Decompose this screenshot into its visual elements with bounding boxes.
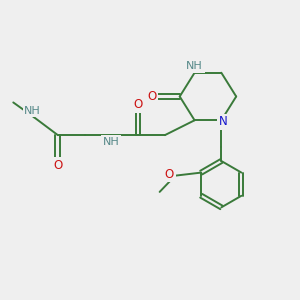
Text: N: N — [218, 115, 227, 128]
Text: NH: NH — [186, 61, 203, 71]
Text: O: O — [134, 98, 143, 111]
Text: NH: NH — [103, 137, 120, 147]
Text: O: O — [148, 90, 157, 103]
Text: NH: NH — [24, 106, 41, 116]
Text: O: O — [53, 159, 62, 172]
Text: O: O — [165, 168, 174, 181]
